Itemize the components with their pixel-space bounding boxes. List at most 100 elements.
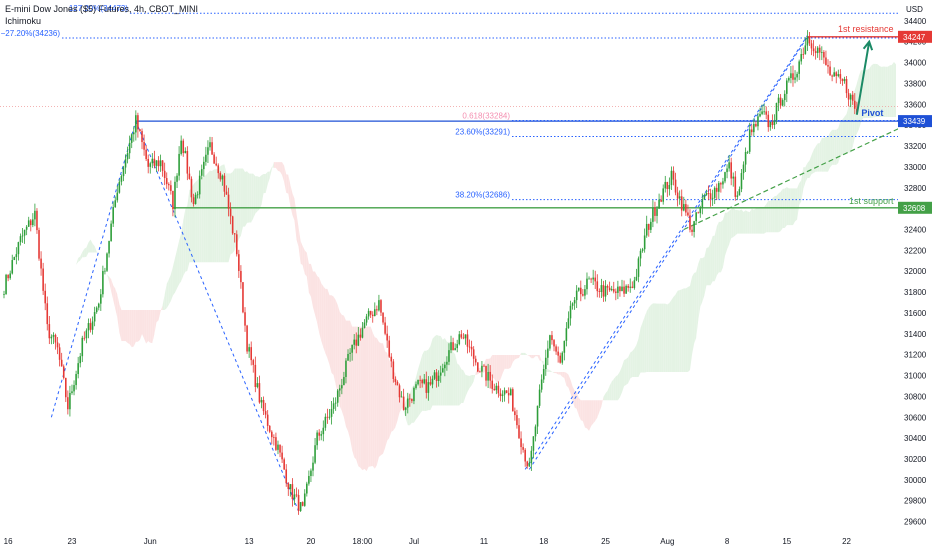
candle-body [551, 335, 553, 341]
candle-body [703, 195, 706, 200]
cloud-segment [393, 372, 396, 431]
cloud-segment [560, 372, 563, 377]
candle-body [590, 278, 592, 280]
candle-body [637, 258, 640, 277]
cloud-segment [527, 355, 530, 356]
cloud-segment [199, 177, 202, 263]
cloud-segment [663, 303, 666, 372]
cloud-segment [84, 247, 87, 258]
cloud-segment [564, 372, 567, 386]
candle-body [306, 483, 308, 494]
candle-body [97, 303, 100, 308]
candle-body [604, 286, 607, 297]
cloud-segment [401, 396, 404, 412]
candle-body [592, 277, 594, 280]
candle-body [446, 361, 448, 365]
price-tick-label: 29600 [904, 518, 927, 527]
candle-body [52, 334, 55, 337]
candle-body [15, 254, 18, 258]
cloud-segment [259, 175, 262, 210]
price-axis-currency: USD [906, 5, 923, 14]
cloud-segment [747, 211, 750, 234]
cloud-segment [317, 275, 320, 333]
candle-body [596, 281, 599, 292]
projection-arrow [855, 41, 871, 115]
cloud-segment [238, 168, 241, 240]
cloud-segment [510, 355, 513, 368]
candle-body [95, 307, 98, 313]
candle-body [452, 342, 454, 351]
price-tick-label: 32000 [904, 267, 927, 276]
candle-body [674, 179, 677, 193]
candle-body [849, 94, 852, 100]
fib-level-label: 23.60%(33291) [455, 128, 510, 137]
cloud-segment [708, 242, 711, 286]
candle-body [689, 215, 691, 230]
cloud-segment [562, 372, 565, 379]
cloud-segment [290, 184, 293, 215]
candle-body [851, 94, 854, 101]
cloud-segment [848, 104, 851, 153]
candle-body [678, 196, 681, 199]
cloud-segment [220, 164, 223, 263]
cloud-segment [523, 352, 526, 356]
cloud-segment [718, 221, 721, 273]
candle-body [707, 193, 710, 194]
cloud-segment [471, 374, 474, 386]
cloud-segment [391, 363, 394, 432]
cloud-segment [331, 295, 334, 375]
cloud-segment [679, 289, 682, 372]
candle-body [122, 167, 125, 177]
cloud-segment [698, 258, 701, 321]
cloud-segment [265, 171, 268, 193]
cloud-segment [94, 246, 97, 253]
cloud-segment [778, 191, 781, 233]
candle-body [254, 364, 257, 387]
candle-body [738, 189, 741, 196]
cloud-segment [572, 386, 575, 408]
cloud-segment [541, 360, 544, 367]
swing-line [524, 35, 808, 470]
candle-body [172, 190, 174, 210]
candle-body [217, 165, 220, 174]
candle-body [149, 163, 152, 167]
cloud-segment [749, 208, 752, 234]
cloud-segment [329, 295, 332, 373]
cloud-segment [426, 349, 429, 411]
candle-body [582, 294, 584, 296]
candle-body [837, 74, 840, 77]
candle-body [495, 385, 498, 391]
candle-body [818, 47, 821, 53]
cloud-segment [459, 365, 462, 406]
price-tick-label: 33800 [904, 79, 927, 88]
candle-body [116, 192, 119, 201]
candle-body [775, 102, 778, 121]
cloud-segment [362, 326, 365, 471]
cloud-segment [652, 303, 655, 372]
time-tick-label: 11 [480, 537, 489, 546]
cloud-segment [508, 355, 511, 369]
candle-body [547, 348, 549, 358]
cloud-segment [308, 263, 311, 297]
trend-line [683, 122, 911, 231]
cloud-segment [150, 310, 153, 344]
candle-body [260, 399, 263, 403]
candle-body [409, 398, 411, 400]
cloud-segment [694, 272, 697, 344]
candle-body [816, 47, 819, 53]
cloud-segment [374, 337, 377, 469]
candle-body [244, 312, 246, 326]
candle-body [577, 287, 580, 291]
cloud-segment [80, 252, 83, 261]
cloud-segment [245, 171, 248, 227]
cloud-segment [838, 121, 841, 163]
price-tick-label: 29800 [904, 497, 927, 506]
candle-body [439, 372, 442, 376]
cloud-segment [885, 66, 888, 118]
cloud-segment [127, 310, 130, 345]
cloud-segment [687, 285, 690, 372]
candle-body [687, 212, 689, 216]
candle-body [386, 333, 388, 341]
cloud-segment [133, 310, 136, 347]
